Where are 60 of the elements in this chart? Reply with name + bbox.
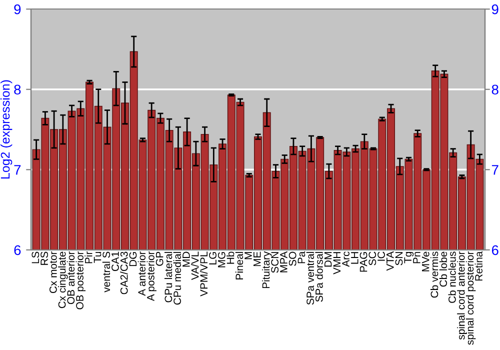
x-tick-label: M — [244, 252, 252, 260]
x-tick-label: Cx cingulate — [58, 252, 68, 308]
x-tick-label: ventral S — [102, 252, 110, 292]
x-tick-label: DM — [324, 252, 332, 267]
x-tick-label: MVe — [422, 252, 430, 272]
x-tick-label: OB anterior — [66, 251, 75, 304]
y2-tick-label: 6 — [492, 245, 498, 256]
x-tick-label: MG — [218, 252, 226, 268]
x-tick-label: Cb vermis — [430, 252, 438, 298]
y-tick-label: 9 — [14, 4, 21, 14]
x-tick-label: SC — [368, 252, 376, 266]
x-tick-label: Pineal — [235, 252, 244, 280]
x-tick-label: SO — [288, 252, 296, 266]
y-tick-label: 6 — [14, 245, 21, 256]
x-tick-label: Pn — [413, 252, 420, 264]
x-tick-label: CPu medial — [173, 252, 181, 305]
x-tick-label: Pir — [84, 251, 92, 264]
y2-tick-label: 9 — [492, 4, 498, 14]
x-tick-label: Cb nucleus — [448, 252, 456, 303]
x-tick-label: OB posterior — [76, 251, 86, 310]
y-axis-title: Log2 (expression) — [0, 80, 12, 178]
x-tick-label: LH — [351, 252, 358, 264]
x-tick-label: Cx motor — [49, 251, 57, 294]
y2-tick-label: 8 — [492, 84, 498, 95]
x-tick-label: A posterior — [146, 251, 156, 302]
x-tick-label: ME — [254, 252, 261, 266]
x-tick-label: Retina — [474, 251, 482, 281]
x-tick-label: RS — [40, 252, 48, 265]
x-tick-label: DG — [129, 252, 137, 266]
y-tick-label: 7 — [14, 165, 21, 175]
x-tick-label: Pa — [298, 251, 306, 264]
x-tick-label: CPu lateral — [164, 252, 172, 302]
x-tick-label: VA/VL — [191, 252, 199, 280]
x-tick-label: CA1 — [112, 252, 119, 272]
x-tick-label: PAG — [360, 252, 368, 272]
x-tick-label: Cb lobe — [439, 252, 448, 287]
x-tick-label: SPa dorsal — [315, 252, 323, 302]
y2-tick-label: 7 — [492, 165, 498, 175]
x-tick-label: IC — [378, 252, 385, 261]
x-tick-label: SCN — [271, 252, 279, 273]
x-tick-label: Hb — [226, 252, 234, 264]
x-tick-label: Arc — [342, 252, 350, 267]
x-tick-label: MPA — [280, 251, 288, 272]
x-tick-label: LG — [209, 252, 216, 264]
x-tick-label: spinal cord posterior — [466, 251, 476, 345]
x-tick-label: Tg — [404, 252, 414, 264]
x-tick-label: VTA — [386, 251, 394, 271]
x-tick-label: LS — [32, 252, 40, 264]
y-tick-label: 8 — [14, 84, 21, 95]
x-tick-label: VPM/VPL — [200, 252, 208, 296]
x-tick-label: CA2/CA3 — [120, 252, 128, 294]
x-tick-label: SPa ventral — [306, 252, 314, 305]
x-tick-label: VMH — [333, 252, 340, 274]
x-tick-label: A anterior — [138, 251, 146, 296]
x-tick-label: Tu — [94, 252, 102, 263]
x-tick-label: SN — [395, 252, 403, 266]
x-tick-label: GP — [156, 252, 164, 266]
x-tick-label: Pituitary — [262, 251, 272, 288]
x-tick-label: MD — [182, 252, 190, 267]
x-tick-label: spinal cord anterior — [457, 251, 467, 340]
